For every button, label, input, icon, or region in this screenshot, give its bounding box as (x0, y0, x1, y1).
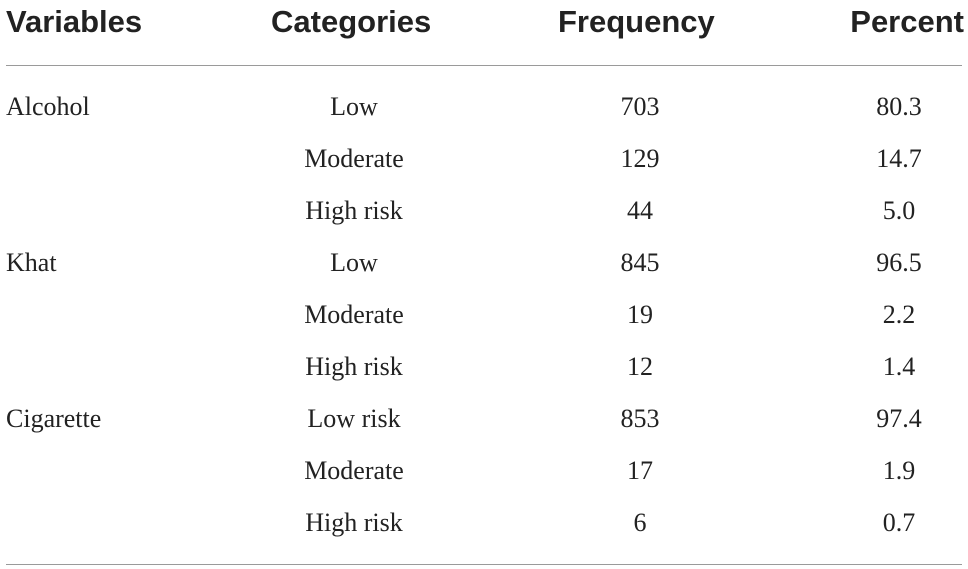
cell-percent: 80.3 (876, 92, 922, 121)
cell-frequency: 129 (620, 144, 660, 173)
table-row: Khat Low 845 96.5 (0, 237, 968, 289)
table-row: Moderate 129 14.7 (0, 133, 968, 185)
table-bottom-rule (6, 564, 962, 565)
cell-percent: 2.2 (882, 300, 916, 329)
header-variables: Variables (6, 4, 143, 39)
header-categories: Categories (271, 4, 432, 39)
table-row: Cigarette Low risk 853 97.4 (0, 393, 968, 445)
cell-percent: 14.7 (876, 144, 922, 173)
cell-variable: Alcohol (6, 92, 90, 121)
header-percent: Percent (850, 4, 964, 39)
cell-percent: 5.0 (882, 196, 916, 225)
cell-category: Low (330, 92, 378, 121)
cell-frequency: 845 (620, 248, 660, 277)
table-row: Moderate 17 1.9 (0, 445, 968, 497)
cell-category: Moderate (304, 456, 404, 485)
table-row: Alcohol Low 703 80.3 (0, 81, 968, 133)
cell-category: Moderate (304, 300, 404, 329)
cell-frequency: 853 (620, 404, 660, 433)
cell-percent: 1.9 (882, 456, 916, 485)
cell-percent: 1.4 (882, 352, 916, 381)
cell-category: High risk (305, 352, 403, 381)
cell-category: Low risk (307, 404, 401, 433)
header-divider (6, 65, 962, 66)
cell-frequency: 19 (627, 300, 653, 329)
cell-category: High risk (305, 196, 403, 225)
cell-frequency: 17 (627, 456, 653, 485)
table-row: Moderate 19 2.2 (0, 289, 968, 341)
cell-frequency: 44 (627, 196, 653, 225)
cell-percent: 96.5 (876, 248, 922, 277)
cell-frequency: 12 (627, 352, 653, 381)
table-row: High risk 6 0.7 (0, 497, 968, 549)
table-header-row: Variables Categories Frequency Percent (0, 0, 968, 44)
cell-frequency: 703 (620, 92, 660, 121)
cell-category: High risk (305, 508, 403, 537)
cell-percent: 0.7 (882, 508, 916, 537)
cell-category: Moderate (304, 144, 404, 173)
table-row: High risk 44 5.0 (0, 185, 968, 237)
cell-category: Low (330, 248, 378, 277)
cell-percent: 97.4 (876, 404, 922, 433)
header-frequency: Frequency (558, 4, 715, 39)
cell-frequency: 6 (633, 508, 647, 537)
cell-variable: Khat (6, 248, 57, 277)
table-row: High risk 12 1.4 (0, 341, 968, 393)
cell-variable: Cigarette (6, 404, 102, 433)
